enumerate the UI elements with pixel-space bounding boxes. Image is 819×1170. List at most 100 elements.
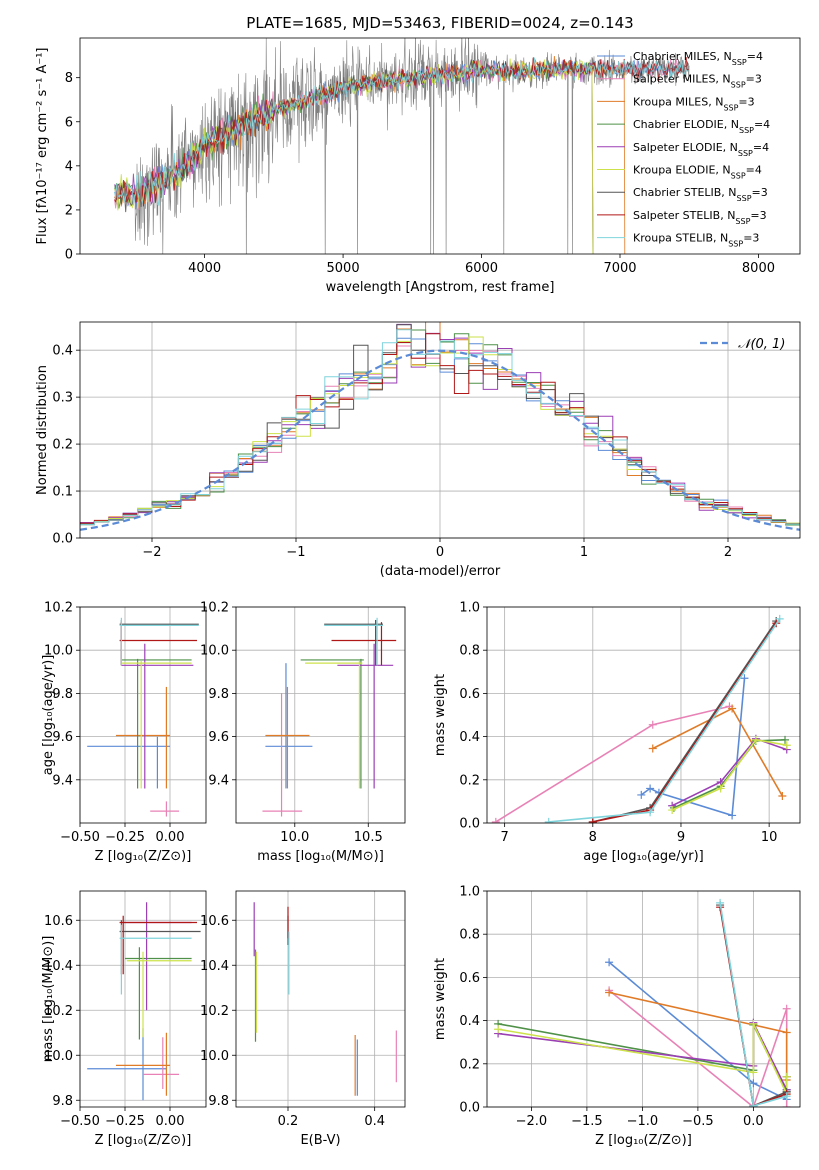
x-tick-label: 7000 (603, 261, 636, 276)
y-tick-label: 9.8 (52, 1094, 73, 1109)
y-tick-label: 10.4 (44, 959, 73, 974)
y-tick-label: 0.4 (52, 344, 73, 359)
grid (79, 606, 206, 823)
x-tick-label: −2 (142, 545, 161, 560)
panel-residuals: −2 −1 0 1 2 0.0 0.1 0.2 0.3 0.4 (data-model)/error… (35, 321, 801, 579)
y-tick-label: 0.4 (459, 730, 480, 745)
y-tick-label: 0.8 (459, 644, 480, 659)
y-tick-label: 0.0 (52, 532, 73, 547)
y-tick-label: 10.0 (44, 1049, 73, 1064)
y-tick-label: 1.0 (459, 885, 480, 900)
point-chabrier-miles (87, 736, 170, 789)
series-line (592, 622, 777, 823)
series-line (671, 737, 788, 807)
series-marker (782, 1004, 791, 1013)
x-tick-label: 8 (589, 830, 597, 845)
series-marker (646, 808, 655, 817)
panel-age_vs_Z: −0.50 −0.25 0.00 9.4 9.6 9.8 10.0 10.2 Z [log₁₀(… (41, 601, 207, 864)
x-tick-label: 0.0 (743, 1114, 764, 1129)
grid (487, 606, 800, 824)
series-marker (648, 720, 657, 729)
plot-area (80, 322, 800, 531)
series-marker (716, 784, 725, 793)
y-tick-label: 9.8 (208, 1094, 229, 1109)
point-chabrier-elodie (125, 947, 192, 1040)
series-line (671, 738, 787, 811)
point-salpeter-stelib (119, 622, 197, 666)
x-axis-label: E(B-V) (300, 1133, 340, 1148)
y-tick-label: 0.0 (459, 817, 480, 832)
series-marker (637, 790, 646, 799)
y-tick-label: 0.4 (459, 1014, 480, 1029)
series-chabrier-elodie (669, 735, 790, 812)
series-marker (605, 988, 614, 997)
axes-frame (235, 606, 406, 824)
series-marker (605, 958, 614, 967)
series-marker (749, 1101, 758, 1107)
legend-entry: Salpeter MILES, NSSP=3 (633, 73, 762, 90)
series-marker (749, 1079, 758, 1088)
y-tick-label: 8 (65, 71, 73, 86)
x-tick-label: 2 (724, 545, 732, 560)
point-kroupa-miles (116, 686, 170, 789)
y-tick-label: 0.0 (459, 1101, 480, 1116)
y-tick-label: 0.2 (459, 773, 480, 788)
x-tick-label: 9 (677, 830, 685, 845)
axes-frame (79, 890, 207, 1108)
point-salpeter-elodie (121, 643, 194, 789)
series-kroupa-elodie (668, 735, 791, 815)
x-tick-label: −0.50 (60, 1114, 100, 1129)
y-tick-label: 9.4 (208, 773, 229, 788)
x-tick-label: 0.00 (156, 1114, 185, 1129)
legend-entry: Kroupa STELIB, NSSP=3 (633, 232, 759, 249)
axes-frame (79, 37, 801, 255)
model-line-kroupa-elodie (114, 58, 594, 254)
series-line (608, 991, 788, 1080)
series-marker (782, 1028, 791, 1037)
series-marker (749, 1068, 758, 1077)
series-salpeter-elodie (668, 734, 791, 810)
spectrum-data-line (114, 38, 690, 254)
x-tick-label: 10.5 (354, 830, 383, 845)
series-line (592, 620, 777, 823)
series-marker (491, 817, 500, 823)
legend-entry: 𝒩(0, 1) (738, 337, 785, 352)
x-tick-label: 4000 (188, 261, 221, 276)
x-tick-label: 10.0 (280, 830, 309, 845)
series-kroupa-miles (648, 704, 787, 800)
y-tick-label: 0.6 (459, 687, 480, 702)
y-tick-label: 6 (65, 115, 73, 130)
x-tick-label: −1 (286, 545, 305, 560)
point-salpeter-elodie (123, 902, 192, 1011)
panel-weight_vs_Z: −2.0 −1.5 −1.0 −0.5 0.0 0.0 0.2 0.4 0.6 0.8 1.0 Z [… (433, 885, 801, 1148)
x-axis-label: Z [log₁₀(Z/Z⊙)] (595, 1133, 692, 1148)
point-salpeter-miles (150, 801, 179, 817)
series-marker (782, 1092, 791, 1101)
point-kroupa-elodie (121, 661, 192, 789)
series-line (548, 618, 781, 823)
plot-area (87, 617, 199, 817)
series-marker (646, 784, 655, 793)
grid (236, 606, 405, 823)
legend-entry: Chabrier STELIB, NSSP=3 (633, 186, 768, 203)
y-axis-label: mass [log₁₀(M/M⊙)] (41, 936, 56, 1063)
plot-area (114, 38, 690, 254)
grid (236, 891, 405, 1107)
y-tick-label: 10.0 (200, 644, 229, 659)
series-marker (778, 792, 787, 800)
series-marker (494, 1025, 503, 1034)
y-tick-label: 0.2 (52, 438, 73, 453)
y-axis-label: age [log₁₀(age/yr)] (41, 655, 56, 776)
series-marker (728, 704, 737, 713)
y-tick-label: 10.6 (44, 914, 73, 929)
y-tick-label: 10.2 (44, 1004, 73, 1019)
series-marker (782, 1103, 791, 1107)
point-kroupa-stelib (119, 617, 199, 666)
model-line-kroupa-stelib (114, 57, 689, 206)
point-salpeter-stelib (331, 622, 397, 666)
panel-age_vs_mass: 10.0 10.5 9.4 9.6 9.8 10.0 10.2 mass [log₁₀(M/M… (200, 601, 406, 864)
x-tick-label: −1.5 (571, 1114, 603, 1129)
point-chabrier-miles (87, 1028, 167, 1101)
y-tick-label: 1.0 (459, 601, 480, 616)
